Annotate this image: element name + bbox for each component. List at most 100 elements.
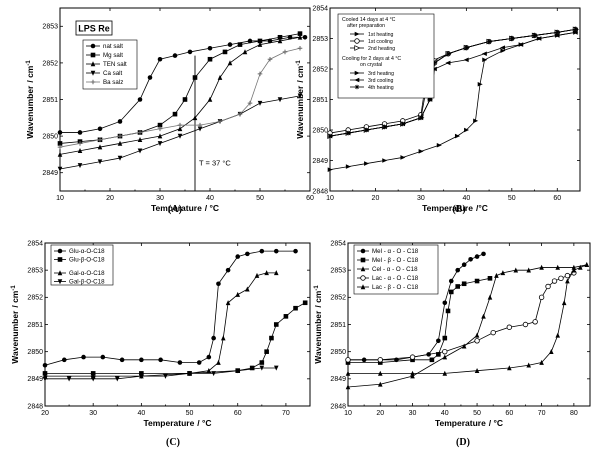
legend-marker [354,77,360,83]
data-point [536,36,542,41]
data-point [216,281,221,287]
data-point [227,42,233,47]
data-point [571,267,577,273]
x-tick-label: 10 [326,195,334,202]
panel-label: (D) [456,437,470,448]
legend-frame [353,244,439,295]
data-point [117,119,123,124]
legend-entry-1st-cooling: 1st cooling [368,39,393,45]
data-point [139,371,144,376]
x-axis-label: Temperature / °C [151,203,219,213]
y-tick-label: 2853 [330,268,346,275]
data-point [264,270,269,276]
data-point [382,158,388,163]
data-point [222,49,228,55]
data-point [158,357,163,363]
legend-header: Cooled 14 days at 4 °C [342,17,396,23]
legend-marker [360,248,366,254]
data-point [42,376,48,382]
data-point [410,370,415,376]
x-tick-label: 30 [417,195,425,202]
data-point [264,349,269,354]
data-point [277,34,283,40]
data-point [436,338,441,344]
series-ca-salt [57,93,303,172]
x-tick-label: 20 [41,410,49,417]
data-point [217,119,223,124]
chart-panel-2: 10 20 30 40 50 602848284928502851285228532854… [295,5,581,213]
data-point [564,272,571,279]
data-point [455,267,461,273]
chart-panel-4: 10 20 30 40 50 60 70 80 2848 2849 2850 2851 2852 2853… [313,240,591,428]
data-point [187,49,193,55]
data-point [257,38,263,44]
data-point [225,300,231,306]
data-point [454,133,460,139]
panel-label: (A) [168,204,182,215]
legend-entry-ten-salt: TEN salt [103,61,127,68]
legend-marker [354,45,361,51]
x-axis-label-text: Temperature [435,418,486,428]
data-point [273,365,279,371]
legend-marker [57,279,63,285]
data-point [474,338,480,344]
data-point [448,278,454,284]
legend-entry-glu-o-c18: Glu-α-O-C18 [69,248,105,255]
legend: Mel - α - O - C18 Mel - β - O - C18 Cel - … [353,244,439,295]
data-point [442,354,448,360]
data-point [97,126,103,132]
legend-entry-mel-o-c18: Mel - β - O - C18 [372,257,419,264]
data-point [57,130,63,135]
data-point [474,332,480,338]
legend-header: on crystal [360,62,382,68]
data-point [100,354,106,360]
x-axis-unit: /°C [476,203,488,213]
x-tick-label: 50 [508,195,516,202]
x-axis-label-text: Temperature [151,203,202,213]
data-point [81,354,86,360]
data-point [410,357,415,363]
data-point [364,127,369,133]
data-point [554,30,560,35]
data-point [364,161,370,166]
legend-entry-4th-heating: 4th heating [368,85,394,91]
x-tick-label: 60 [234,410,242,417]
x-tick-label: 70 [282,410,290,417]
data-point [551,278,558,284]
data-point [464,45,469,50]
data-point [139,373,144,379]
data-point [297,34,303,40]
data-point [509,36,515,41]
data-point [157,56,163,62]
data-point [257,71,263,77]
y-axis-label-text: Wavenumber [313,310,323,364]
y-tick-label: 2852 [312,66,328,73]
data-point [436,142,442,148]
data-point [249,365,255,371]
x-axis-label: Temperature / °C [435,418,503,428]
y-tick-label: 2850 [27,349,43,356]
x-tick-label: 10 [344,410,352,417]
y-tick-label: 2849 [312,158,328,165]
data-point [207,45,213,51]
data-point [565,278,570,284]
y-tick-label: 2848 [27,403,43,410]
data-point [254,272,260,278]
data-point [259,248,265,254]
series-lac-o-c18 [345,270,577,363]
legend-entry-lac-o-c18: Lac - β - O - C18 [372,284,419,291]
data-point [277,97,283,103]
y-axis-unit: / cm [313,290,323,307]
data-point [481,51,487,57]
panel-label: (C) [166,437,180,448]
data-point [192,75,198,80]
data-point [554,33,560,38]
data-point [177,133,183,139]
data-point [235,368,241,374]
series-lac-o-c18 [345,262,590,376]
data-point [90,371,96,376]
data-point [273,248,279,254]
y-tick-label: 2851 [27,322,43,329]
series-line [347,264,587,388]
y-axis-unit-superscript: -1 [314,285,320,291]
